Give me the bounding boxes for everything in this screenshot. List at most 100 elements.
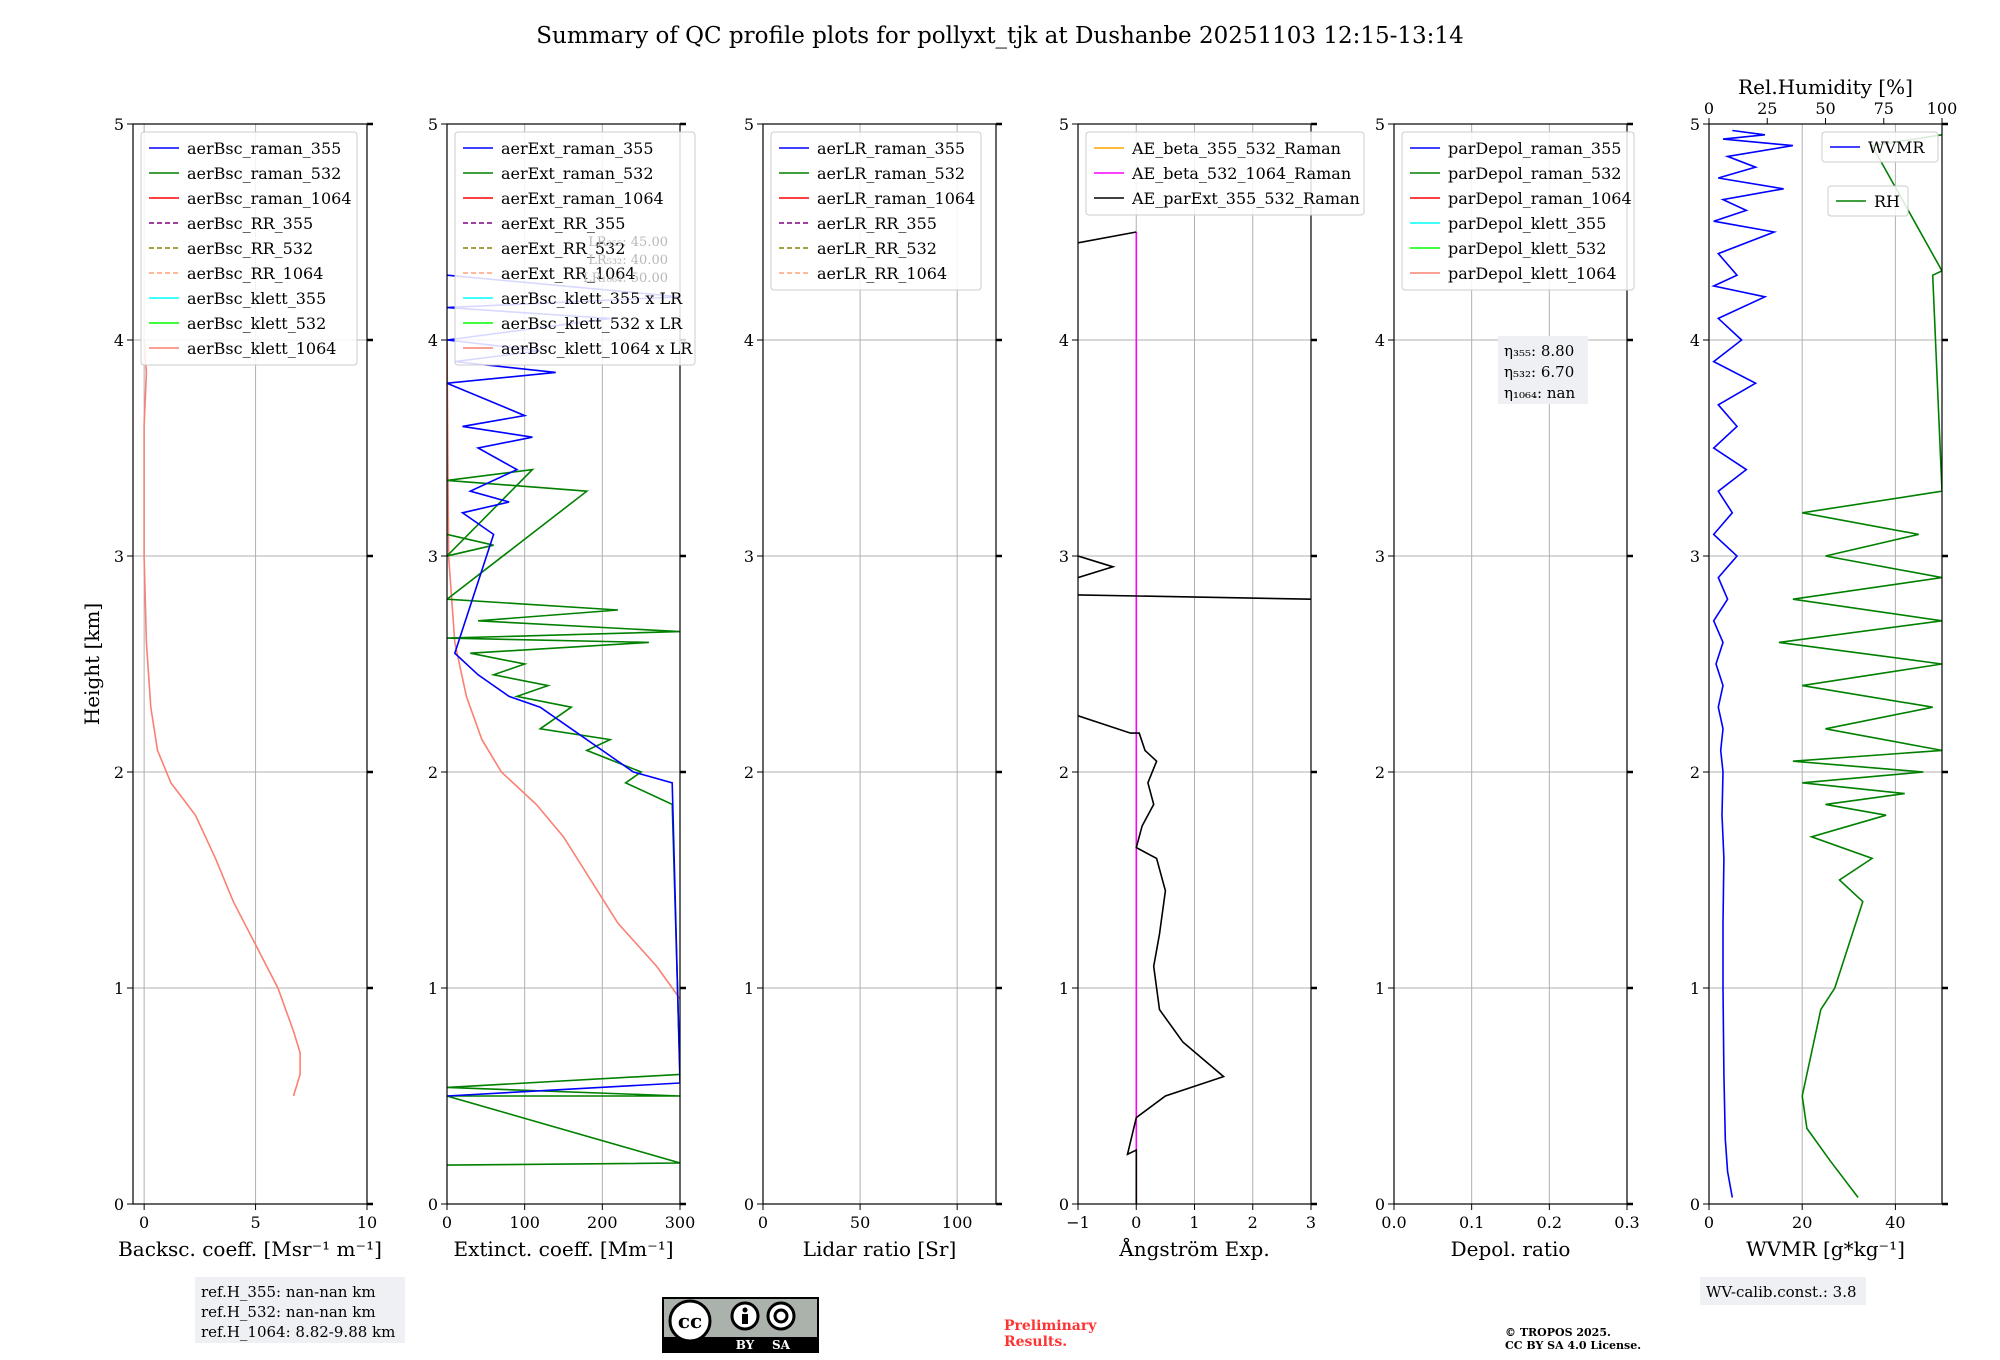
x-tick-label: 3 bbox=[1306, 1213, 1316, 1232]
legend-rh: RH bbox=[1827, 185, 1909, 217]
x-axis-label: Lidar ratio [Sr] bbox=[803, 1237, 957, 1261]
legend-entry: aerExt_raman_532 bbox=[501, 164, 654, 183]
legend-entry: parDepol_raman_1064 bbox=[1448, 189, 1632, 208]
legend-entry: aerBsc_klett_532 bbox=[187, 314, 326, 333]
cc-license-badge: cc BY SA bbox=[662, 1297, 819, 1353]
y-tick-label: 5 bbox=[744, 115, 754, 134]
axes-frame bbox=[132, 123, 368, 1205]
legend-entry: aerBsc_RR_532 bbox=[187, 239, 313, 258]
x-tick-label: −1 bbox=[1066, 1213, 1090, 1232]
x-tick-label: 0 bbox=[1704, 1213, 1714, 1232]
series-line-ae-parext-355-532-raman-b bbox=[1078, 594, 1311, 600]
chart-panel-3: 0 50 100 0 1 2 3 4 5 Lidar ratio [Sr] aerLR_raman_… bbox=[744, 115, 1002, 1261]
y-tick-label: 0 bbox=[1059, 1195, 1069, 1214]
y-axis-label: Height [km] bbox=[80, 603, 104, 725]
y-tick-label: 4 bbox=[428, 331, 438, 350]
legend-entry: aerBsc_raman_355 bbox=[187, 139, 341, 158]
top-x-tick-label: 25 bbox=[1757, 99, 1777, 118]
series-line-rh bbox=[1778, 134, 1942, 1198]
y-tick-label: 5 bbox=[1375, 115, 1385, 134]
x-tick-label: 0 bbox=[1131, 1213, 1141, 1232]
y-tick-label: 2 bbox=[114, 763, 124, 782]
y-tick-label: 3 bbox=[114, 547, 124, 566]
refh-line-1064: ref.H_1064: 8.82-9.88 km bbox=[201, 1323, 395, 1341]
copyright-note: © TROPOS 2025. CC BY SA 4.0 License. bbox=[1505, 1326, 1641, 1352]
legend-frame bbox=[1821, 131, 1939, 163]
x-tick-label: 20 bbox=[1792, 1213, 1812, 1232]
y-tick-label: 4 bbox=[114, 331, 124, 350]
legend: AE_beta_355_532_Raman AE_beta_532_1064_Ra… bbox=[1085, 131, 1365, 216]
legend-entry: aerBsc_RR_1064 bbox=[187, 264, 323, 283]
series-line-aerbsc-klett-1064 bbox=[143, 339, 301, 1097]
series-line-ae-parext-355-532-raman-c bbox=[1078, 555, 1116, 579]
top-x-tick-label: 50 bbox=[1815, 99, 1835, 118]
eta-value: η₅₃₂: 6.70 bbox=[1504, 363, 1574, 381]
y-tick-label: 3 bbox=[428, 547, 438, 566]
series-line-aerext-raman-532 bbox=[447, 468, 680, 1166]
legend-entry: aerLR_raman_355 bbox=[817, 139, 965, 158]
eta-value: η₃₅₅: 8.80 bbox=[1504, 342, 1574, 360]
y-tick-label: 0 bbox=[114, 1195, 124, 1214]
by-person-head-icon bbox=[742, 1307, 748, 1313]
legend-entry: aerBsc_klett_1064 bbox=[187, 339, 336, 358]
x-tick-label: 0 bbox=[758, 1213, 768, 1232]
y-tick-label: 1 bbox=[428, 979, 438, 998]
y-tick-label: 4 bbox=[1059, 331, 1069, 350]
legend-entry: AE_beta_532_1064_Raman bbox=[1131, 164, 1351, 183]
sa-label: SA bbox=[772, 1338, 791, 1352]
legend-entry: aerLR_raman_1064 bbox=[817, 189, 975, 208]
y-tick-label: 2 bbox=[1690, 763, 1700, 782]
by-person-body-icon bbox=[742, 1314, 748, 1324]
x-tick-label: 5 bbox=[250, 1213, 260, 1232]
y-tick-label: 3 bbox=[1690, 547, 1700, 566]
y-tick-label: 1 bbox=[1690, 979, 1700, 998]
x-axis-label: Ångström Exp. bbox=[1118, 1236, 1269, 1261]
legend-entry: aerExt_raman_1064 bbox=[501, 189, 664, 208]
legend-frame bbox=[1827, 185, 1909, 217]
axes-frame bbox=[446, 123, 681, 1205]
y-tick-label: 5 bbox=[428, 115, 438, 134]
legend: aerBsc_raman_355 aerBsc_raman_532 aerBsc_r… bbox=[140, 131, 358, 366]
y-tick-label: 0 bbox=[744, 1195, 754, 1214]
y-tick-label: 0 bbox=[428, 1195, 438, 1214]
chart-panel-5: 0.0 0.1 0.2 0.3 0 1 2 3 4 5 Depol. ratio parDepol_r… bbox=[1375, 115, 1640, 1261]
legend-entry: aerLR_RR_1064 bbox=[817, 264, 947, 283]
sa-arrow-icon bbox=[773, 1308, 789, 1324]
y-tick-label: 0 bbox=[1375, 1195, 1385, 1214]
legend-entry: aerBsc_klett_355 bbox=[187, 289, 326, 308]
figure-title: Summary of QC profile plots for pollyxt_… bbox=[536, 23, 1463, 49]
top-x-tick-label: 0 bbox=[1704, 99, 1714, 118]
y-tick-label: 0 bbox=[1690, 1195, 1700, 1214]
legend-entry: parDepol_klett_355 bbox=[1448, 214, 1606, 233]
top-x-tick-label: 75 bbox=[1874, 99, 1894, 118]
legend-frame bbox=[770, 131, 982, 291]
legend-frame bbox=[1401, 131, 1635, 291]
refh-box: ref.H_355: nan-nan km ref.H_532: nan-nan… bbox=[195, 1277, 405, 1343]
legend-frame bbox=[140, 131, 358, 366]
legend-entry: aerBsc_klett_355 x LR bbox=[501, 289, 683, 308]
y-tick-label: 5 bbox=[1059, 115, 1069, 134]
series-line-ae-parext-355-532-raman bbox=[1078, 715, 1226, 1204]
x-tick-label: 200 bbox=[587, 1213, 618, 1232]
legend-entry: parDepol_klett_1064 bbox=[1448, 264, 1617, 283]
x-tick-label: 50 bbox=[850, 1213, 870, 1232]
y-tick-label: 3 bbox=[1375, 547, 1385, 566]
x-tick-label: 0 bbox=[442, 1213, 452, 1232]
eta-box bbox=[1498, 336, 1588, 404]
legend-entry: aerExt_RR_532 bbox=[501, 239, 625, 258]
legend-entry: WVMR bbox=[1868, 138, 1925, 157]
lr-note: LR₅₃₂: 40.00 bbox=[588, 253, 668, 268]
copyright-line-2: CC BY SA 4.0 License. bbox=[1505, 1339, 1641, 1352]
x-axis-label: WVMR [g*kg⁻¹] bbox=[1746, 1237, 1905, 1261]
legend: aerLR_raman_355 aerLR_raman_532 aerLR_rama… bbox=[770, 131, 982, 291]
y-tick-label: 5 bbox=[1690, 115, 1700, 134]
legend-entry: aerExt_RR_1064 bbox=[501, 264, 636, 283]
legend-entry: parDepol_raman_532 bbox=[1448, 164, 1621, 183]
copyright-line-1: © TROPOS 2025. bbox=[1505, 1326, 1611, 1339]
y-tick-label: 1 bbox=[1375, 979, 1385, 998]
legend-entry: parDepol_raman_355 bbox=[1448, 139, 1621, 158]
lr-note: LR₃₅₅: 45.00 bbox=[588, 235, 668, 250]
chart-panel-1: 0 5 10 0 1 2 3 4 5 Backsc. coeff. [Msr⁻¹ m⁻¹] Heig… bbox=[80, 115, 382, 1261]
